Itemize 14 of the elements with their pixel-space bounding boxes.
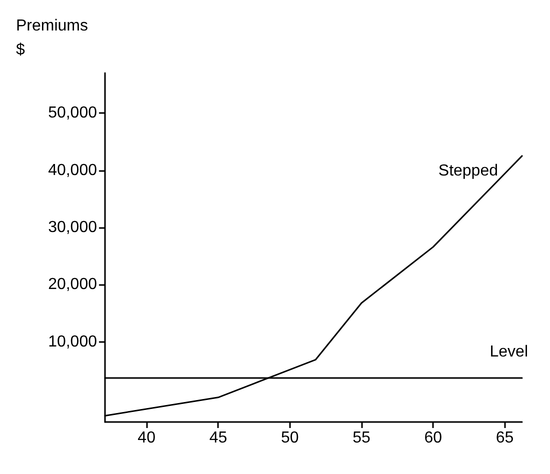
- x-tick-label: 50: [280, 430, 299, 446]
- series-label: Level: [490, 343, 528, 360]
- x-tick-label: 55: [352, 430, 371, 446]
- x-tick-label: 45: [209, 430, 228, 446]
- series-label: Stepped: [438, 162, 498, 180]
- y-tick-label: 10,000: [48, 333, 98, 350]
- y-axis-title: Premiums $: [16, 18, 88, 58]
- x-tick-label: 40: [138, 430, 156, 446]
- x-tick-label: 65: [496, 430, 514, 446]
- y-tick-label: 30,000: [48, 218, 98, 236]
- x-tick-label: 60: [424, 430, 442, 446]
- y-tick-label: 50,000: [48, 104, 98, 122]
- y-tick-label: 20,000: [48, 276, 98, 294]
- y-tick-label: 40,000: [48, 162, 98, 179]
